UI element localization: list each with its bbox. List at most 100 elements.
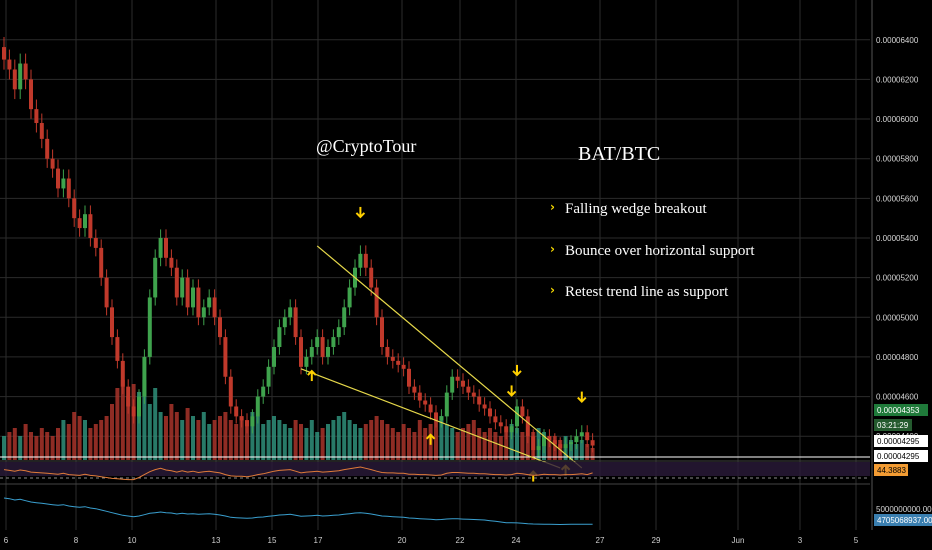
rsi-value-tag: 44.3883 [874, 464, 908, 476]
candle-body [18, 63, 23, 90]
volume-bar [39, 428, 44, 460]
candle-body [218, 317, 222, 338]
svg-text:03:21:29: 03:21:29 [877, 421, 909, 430]
volume-bar [293, 420, 298, 460]
volume-bar [417, 420, 422, 460]
volume-bar [255, 416, 260, 460]
candle-body [417, 392, 422, 401]
candle-body [536, 446, 541, 451]
candle-body [369, 267, 374, 288]
volume-bar [126, 396, 131, 460]
candle-body [50, 158, 55, 169]
support-level-tag-2: 0.00004295 [874, 450, 928, 462]
candle-body [363, 253, 368, 268]
volume-bar [439, 416, 444, 460]
candle-body [590, 440, 595, 446]
annotation-handle: @CryptoTour [316, 136, 416, 156]
date-axis: 6 8 10 13 15 17 20 22 24 27 29 Jun 3 5 [4, 536, 859, 545]
volume-bar [482, 432, 487, 460]
volume-bar [444, 424, 449, 460]
annotation-bullet-1: Falling wedge breakout [565, 201, 707, 217]
candle-body [137, 396, 141, 417]
volume-bar [56, 428, 60, 460]
candle-body [12, 69, 17, 90]
candle-body [374, 287, 379, 318]
candle-body [498, 422, 503, 427]
candle-body [461, 380, 465, 387]
volume-bar [180, 420, 185, 460]
candle-body [515, 406, 519, 427]
date-tick-label: 22 [456, 536, 465, 545]
candlesticks [2, 36, 595, 457]
volume-bar [66, 424, 71, 460]
arrow-down-icon [506, 385, 517, 397]
candle-body [196, 287, 201, 318]
candle-body [104, 277, 109, 308]
price-tick-label: 0.00006000 [876, 115, 919, 124]
price-tick-label: 0.00005000 [876, 313, 919, 322]
candle-body [542, 436, 546, 447]
candle-body [439, 416, 444, 421]
volume-bar [110, 404, 114, 460]
volume-bar [45, 432, 50, 460]
volume-bar [185, 408, 190, 460]
candle-body [380, 317, 384, 348]
volume-bar [72, 412, 77, 460]
candle-body [471, 392, 476, 397]
candle-body [569, 442, 573, 445]
last-price-tag: 0.00004353 [874, 404, 928, 416]
volume-bar [2, 436, 6, 460]
candle-body [34, 109, 39, 124]
volume-bar [331, 420, 336, 460]
candle-body [131, 406, 136, 417]
date-tick-label: 8 [74, 536, 79, 545]
candle-body [261, 386, 266, 397]
volume-bar [7, 432, 12, 460]
volume-bar [288, 428, 293, 460]
candle-body [239, 416, 244, 421]
obv-tick-label: 5000000000.0000 [876, 505, 932, 514]
candle-body [482, 404, 487, 409]
candle-body [488, 408, 492, 417]
date-tick-label: 10 [128, 536, 137, 545]
svg-text:0.00004353: 0.00004353 [877, 406, 920, 415]
candle-body [412, 386, 417, 393]
candle-body [255, 396, 260, 417]
price-tick-label: 0.00005600 [876, 194, 919, 203]
volume-bar [450, 428, 455, 460]
candle-body [250, 416, 255, 427]
volume-bar [12, 428, 17, 460]
volume-bar [520, 432, 525, 460]
candle-body [288, 307, 293, 318]
annotation-bullet-2: Bounce over horizontal support [565, 243, 755, 259]
svg-text:44.3883: 44.3883 [877, 466, 906, 475]
volume-bar [385, 424, 390, 460]
volume-bar [282, 424, 287, 460]
price-tick-label: 0.00004600 [876, 393, 919, 402]
volume-bar [466, 424, 471, 460]
volume-bar [174, 412, 179, 460]
volume-bar [342, 412, 347, 460]
volume-bar [50, 436, 55, 460]
volume-bar [142, 380, 147, 460]
candle-body [579, 432, 584, 437]
candle-body [450, 376, 455, 393]
volume-bar [390, 428, 395, 460]
candle-body [61, 178, 66, 189]
volume-bar [212, 420, 217, 460]
volume-bar [34, 436, 39, 460]
candle-body [401, 364, 406, 369]
price-tags: 0.00004353 03:21:29 0.00004295 0.00004295 44… [874, 404, 932, 526]
candle-body [466, 386, 471, 393]
candle-body [266, 366, 271, 387]
volume-bar [29, 432, 33, 460]
volume-bar [326, 424, 330, 460]
date-tick-label: 3 [798, 536, 803, 545]
candle-body [228, 376, 233, 407]
candle-body [423, 400, 428, 405]
volume-bar [201, 412, 206, 460]
bullet-chevron-icon: › [550, 242, 555, 256]
candle-body [347, 287, 352, 308]
volume-bar [207, 424, 212, 460]
